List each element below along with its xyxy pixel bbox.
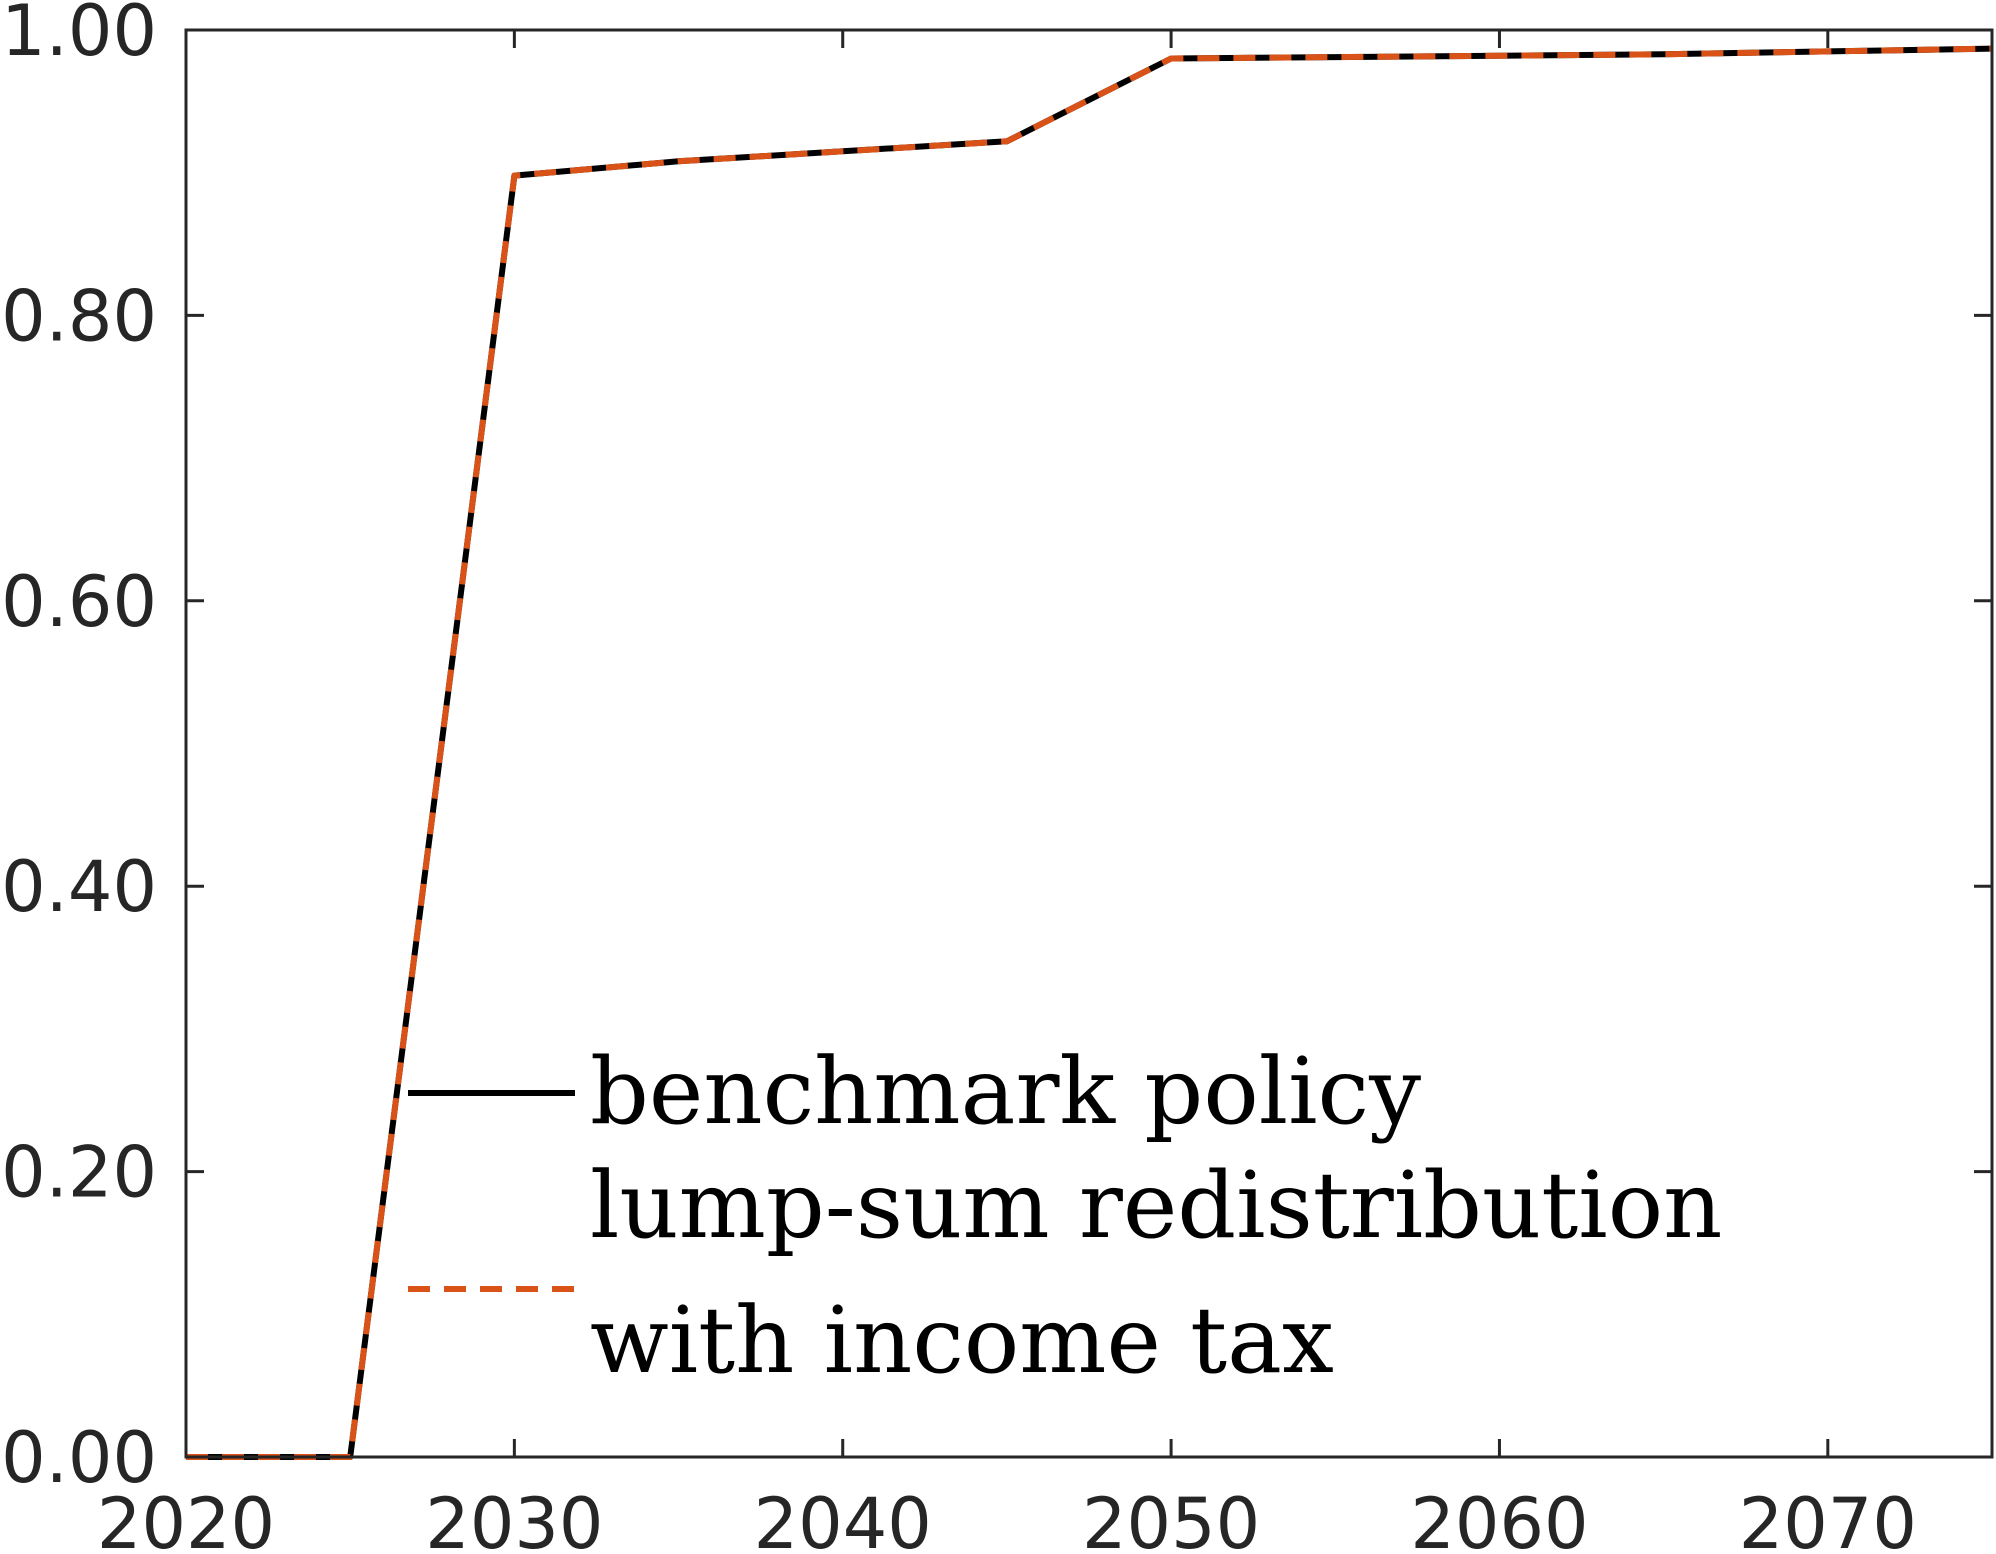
plot-background <box>186 30 1992 1457</box>
legend: benchmark policy lump-sum redistribution… <box>408 1038 1722 1394</box>
x-tick-label: 2050 <box>1082 1483 1260 1554</box>
y-tick-label: 0.40 <box>1 846 157 928</box>
x-axis-labels: 2020 2030 2040 2050 2060 2070 <box>97 1483 1917 1554</box>
series-layer <box>186 45 1993 1460</box>
y-tick-label: 0.20 <box>1 1132 157 1214</box>
legend-label-redistribution-line2: with income tax <box>590 1287 1334 1394</box>
y-tick-label: 0.60 <box>1 561 157 643</box>
x-tick-label: 2030 <box>425 1483 603 1554</box>
x-tick-label: 2060 <box>1410 1483 1588 1554</box>
x-tick-label: 2070 <box>1739 1483 1917 1554</box>
legend-label-benchmark: benchmark policy <box>590 1038 1421 1145</box>
x-tick-label: 2040 <box>754 1483 932 1554</box>
y-tick-label: 1.00 <box>1 0 157 72</box>
y-axis-labels: 0.00 0.20 0.40 0.60 0.80 1.00 <box>1 0 157 1499</box>
y-tick-label: 0.80 <box>1 275 157 357</box>
series-line-lump-sum-redistribution <box>186 45 1993 1460</box>
plot-frame <box>184 28 1994 1459</box>
legend-label-redistribution-line1: lump-sum redistribution <box>590 1152 1722 1259</box>
x-tick-label: 2020 <box>97 1483 275 1554</box>
y-tick-label: 0.00 <box>1 1417 157 1499</box>
